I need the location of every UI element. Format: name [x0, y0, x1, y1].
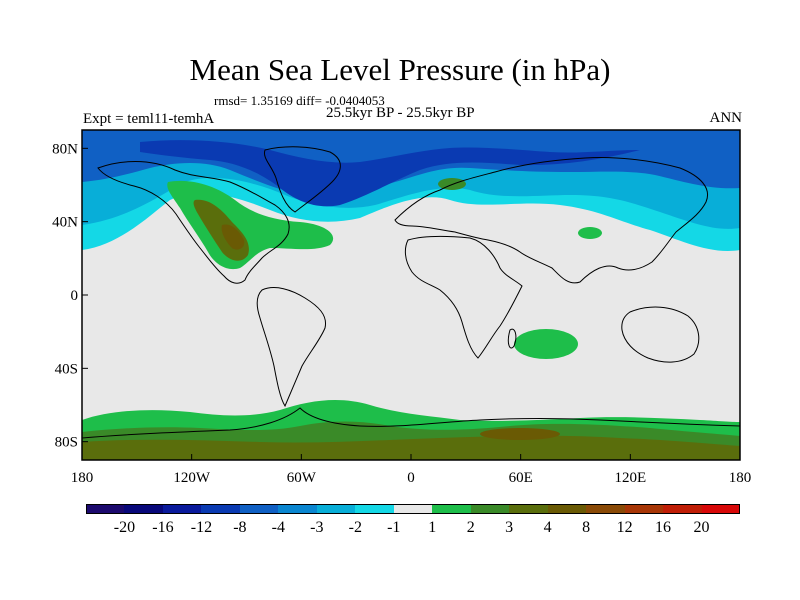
field-pos-na-brown — [221, 224, 245, 250]
coast-australia — [621, 306, 700, 363]
colorbar-label: -1 — [387, 519, 401, 536]
stats-text: rmsd= 1.35169 diff= -0.0404053 — [214, 93, 385, 108]
lon-tick-label: 120W — [173, 470, 211, 486]
field-pos-scandinavia — [438, 178, 466, 190]
colorbar-cell — [624, 504, 664, 514]
coast-madagascar — [507, 328, 517, 349]
experiment-label: Expt = teml11-temhA — [83, 111, 215, 127]
anomaly-field — [82, 130, 740, 460]
lon-tick-label: 60W — [287, 470, 317, 486]
period-label: 25.5kyr BP - 25.5kyr BP — [326, 105, 475, 121]
map-title: Mean Sea Level Pressure (in hPa) — [189, 52, 611, 87]
colorbar-cell — [470, 504, 510, 514]
colorbar-label: 1 — [428, 519, 437, 536]
lon-tick-label: 0 — [407, 470, 415, 486]
colorbar-cell — [432, 504, 472, 514]
colorbar-cell — [239, 504, 279, 514]
colorbar-cell — [201, 504, 241, 514]
colorbar-cell — [278, 504, 318, 514]
colorbar-cell — [586, 504, 626, 514]
colorbar-label: -4 — [271, 519, 286, 536]
lat-tick-label: 80N — [52, 141, 78, 157]
colorbar-label: -16 — [152, 519, 174, 536]
colorbar-label: -2 — [348, 519, 362, 536]
coast-antarctica — [82, 407, 740, 439]
lon-tick-label: 60E — [509, 470, 533, 486]
season-label: ANN — [709, 110, 743, 126]
lat-tick-label: 40S — [55, 361, 78, 377]
colorbar-label: -20 — [113, 519, 136, 536]
coast-greenland — [263, 146, 341, 213]
colorbar-label: 4 — [543, 519, 552, 536]
coast-north-america — [97, 161, 290, 284]
colorbar-label: 12 — [616, 519, 633, 536]
lon-tick-label: 120E — [614, 470, 646, 486]
colorbar-frame — [86, 504, 740, 514]
coast-south-america — [256, 287, 327, 408]
colorbar-label: 3 — [505, 519, 514, 536]
field-pos-south-indian — [514, 329, 578, 359]
colorbar-label: 8 — [582, 519, 591, 536]
colorbar-label: -12 — [190, 519, 213, 536]
lon-tick-label: 180 — [729, 470, 752, 486]
colorbar-label: -3 — [310, 519, 324, 536]
colorbar-cell — [316, 504, 356, 514]
field-pos-asia — [578, 227, 602, 239]
colorbar-cell — [124, 504, 164, 514]
colorbar-label: 2 — [466, 519, 475, 536]
lat-tick-label: 0 — [71, 288, 79, 304]
colorbar-cell — [355, 504, 395, 514]
colorbar-label: 20 — [693, 519, 710, 536]
colorbar-cell — [162, 504, 202, 514]
colorbar-cell — [701, 504, 741, 514]
lon-tick-label: 180 — [71, 470, 94, 486]
field-pos-south-olive — [82, 435, 740, 460]
colorbar-label: 16 — [655, 519, 672, 536]
colorbar-cell — [547, 504, 587, 514]
lat-tick-label: 80S — [55, 435, 78, 451]
colorbar-cell — [393, 504, 433, 514]
coast-eurasia — [394, 157, 708, 284]
coast-africa — [404, 235, 523, 359]
longitude-axis: 180 120W 60W 0 60E 120E 180 — [71, 454, 752, 486]
field-pos-antarctic-core — [480, 428, 560, 440]
lat-tick-label: 40N — [52, 215, 78, 231]
colorbar-cell — [509, 504, 549, 514]
colorbar-label: -8 — [233, 519, 247, 536]
colorbar-cell — [663, 504, 703, 514]
latitude-axis: 80N 40N 0 40S 80S — [52, 141, 88, 451]
colorbar-cell — [86, 504, 125, 514]
coastlines — [82, 146, 740, 439]
